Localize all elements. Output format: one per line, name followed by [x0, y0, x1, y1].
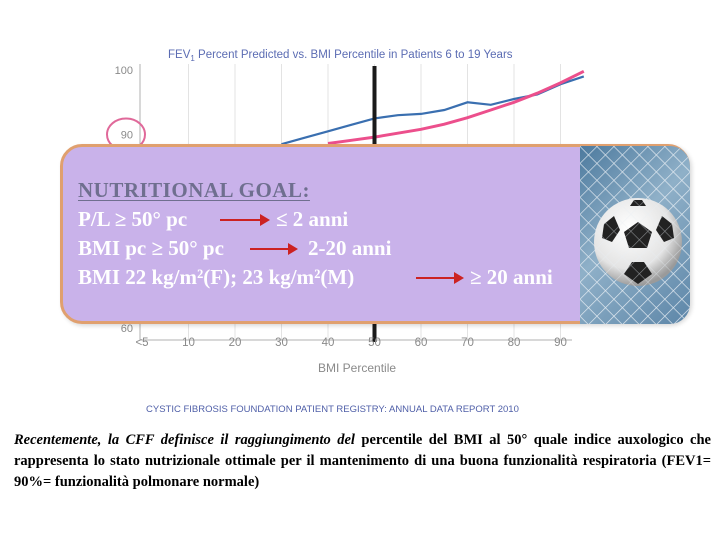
caption-rest: percentile del BMI al 50° quale indice a…	[14, 432, 711, 490]
chart-title: FEV1 Percent Predicted vs. BMI Percentil…	[168, 49, 513, 63]
goal-title: NUTRITIONAL GOAL:	[78, 178, 310, 202]
goal-row-3-left: BMI 22 kg/m²(F); 23 kg/m²(M)	[78, 265, 355, 289]
caption-text: Recentemente, la CFF definisce il raggiu…	[14, 430, 711, 493]
soccer-ball-icon	[580, 146, 690, 324]
goal-row-1-left: P/L ≥ 50° pc	[78, 207, 188, 231]
goal-row-2-right: 2-20 anni	[308, 236, 392, 260]
nutritional-goal-text: NUTRITIONAL GOAL: P/L ≥ 50° pc ≤ 2 anni …	[78, 176, 553, 292]
x-tick-label: 20	[229, 337, 242, 349]
arrow-icon	[220, 214, 270, 226]
arrow-icon	[416, 272, 464, 284]
x-tick-label: 30	[275, 337, 288, 349]
series-line-2	[327, 69, 585, 145]
series-layer	[281, 69, 585, 146]
goal-row-2-left: BMI pc ≥ 50° pc	[78, 236, 224, 260]
arrow-icon	[250, 243, 298, 255]
y-tick-label: 60	[121, 323, 133, 335]
goal-row-3-right: ≥ 20 anni	[470, 265, 553, 289]
x-tick-label: <5	[135, 337, 148, 349]
caption-lead: Recentemente, la CFF definisce il raggiu…	[14, 432, 355, 448]
y-tick-label: 100	[115, 65, 133, 77]
soccer-ball-image	[580, 146, 690, 324]
series-line-1	[281, 75, 585, 146]
x-tick-label: 70	[461, 337, 474, 349]
x-tick-label: 90	[554, 337, 567, 349]
x-tick-labels: <5 10 20 30 40 50 60 70 80 90	[135, 337, 566, 349]
x-tick-label: 80	[508, 337, 521, 349]
y-tick-label: 90	[121, 130, 133, 142]
goal-row-1-right: ≤ 2 anni	[276, 207, 349, 231]
y-tick-labels: 100 90 60	[115, 65, 133, 335]
chart-footer: CYSTIC FIBROSIS FOUNDATION PATIENT REGIS…	[146, 404, 519, 415]
x-axis-label: BMI Percentile	[318, 361, 396, 375]
x-tick-label: 50	[368, 337, 381, 349]
x-tick-label: 10	[182, 337, 195, 349]
x-tick-label: 60	[415, 337, 428, 349]
x-tick-label: 40	[322, 337, 335, 349]
